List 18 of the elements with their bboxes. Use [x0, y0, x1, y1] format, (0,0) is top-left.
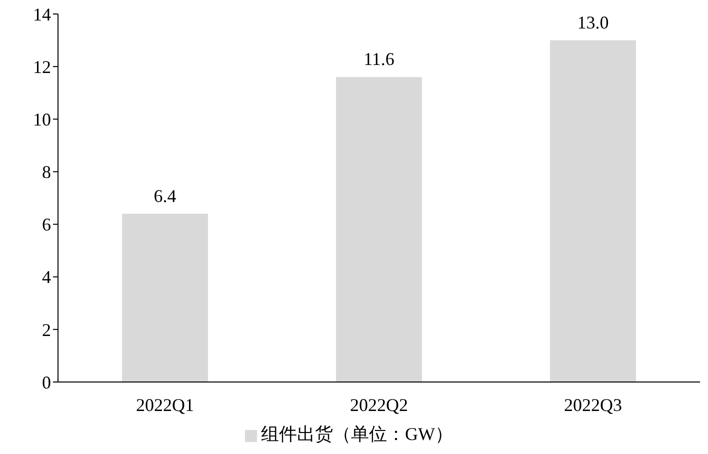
legend-label: 组件出货（单位：GW）: [261, 424, 453, 444]
y-tick-label: 4: [42, 267, 51, 288]
y-tick-label: 12: [33, 56, 51, 77]
y-tick-label: 6: [42, 214, 51, 235]
bar: [122, 214, 208, 382]
y-tick-label: 2: [42, 320, 51, 340]
x-tick-label: 2022Q3: [564, 394, 622, 415]
data-label: 6.4: [154, 186, 176, 206]
bar: [336, 77, 422, 382]
y-tick-label: 8: [42, 162, 51, 182]
y-tick-label: 14: [33, 4, 51, 24]
bar: [550, 40, 636, 382]
x-tick-label: 2022Q2: [350, 394, 408, 415]
y-tick-label: 0: [42, 372, 51, 392]
data-label: 13.0: [577, 12, 609, 32]
data-label: 11.6: [364, 49, 394, 70]
x-tick-label: 2022Q1: [136, 394, 194, 415]
y-tick-label: 10: [33, 110, 51, 130]
